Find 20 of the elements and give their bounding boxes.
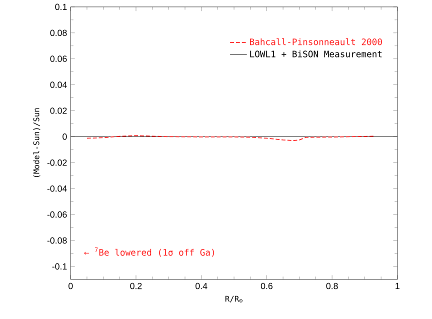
y-tick-label: 0 <box>62 134 67 140</box>
y-tick-label: 0.02 <box>50 108 67 114</box>
x-tick-label: 0.2 <box>130 282 142 290</box>
y-tick-label: -0.08 <box>47 237 67 244</box>
x-tick-label: 0.4 <box>196 282 208 290</box>
y-tick-label: 0.1 <box>55 4 67 10</box>
y-tick-label: -0.04 <box>47 185 67 192</box>
annotation: ← $^{7}$Be lowered (1σ off Ga) <box>84 248 214 257</box>
x-tick-label: 0.6 <box>260 282 272 290</box>
y-tick-label: -0.02 <box>47 160 67 166</box>
y-tick-label: -0.06 <box>47 211 67 218</box>
legend-label: LOWL1 + BiSON Measurement <box>250 50 382 58</box>
y-tick-label: 0.06 <box>50 56 67 62</box>
y-tick-label: 0.08 <box>50 30 67 36</box>
x-tick-label: 0.8 <box>326 282 338 290</box>
y-tick-label: -0.1 <box>52 263 67 270</box>
x-tick-label: 1 <box>396 282 400 290</box>
legend-label: Bahcall-Pinsonneault 2000 <box>250 38 382 46</box>
y-tick-label: 0.04 <box>50 82 67 88</box>
x-tick-label: 0 <box>68 282 73 290</box>
